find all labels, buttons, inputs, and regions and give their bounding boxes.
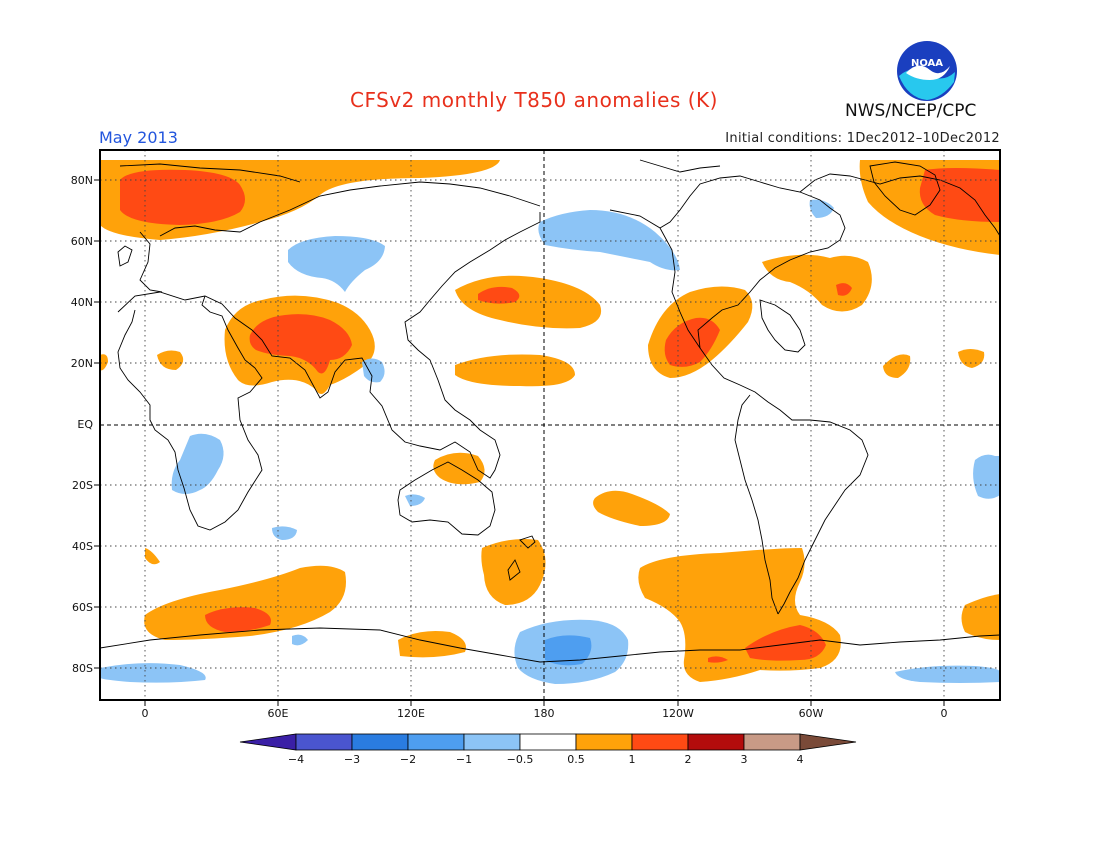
- lon-label: 60E: [267, 707, 289, 720]
- colorbar-segment: [407, 733, 465, 751]
- colorbar-label: 2: [684, 753, 692, 766]
- colorbar-arrow-low: [239, 733, 297, 751]
- colorbar-label: −0.5: [506, 753, 534, 766]
- valid-month-label: May 2013: [99, 128, 178, 147]
- colorbar-label: 4: [796, 753, 804, 766]
- lat-label: 40S: [72, 540, 93, 553]
- colorbar-segment: [351, 733, 409, 751]
- colorbar-segment: [463, 733, 521, 751]
- lon-label: 180: [533, 707, 555, 720]
- lat-label: 40N: [70, 296, 93, 309]
- colorbar-label: 0.5: [567, 753, 585, 766]
- noaa-logo: NOAA: [897, 41, 957, 101]
- agency-label: NWS/NCEP/CPC: [845, 101, 977, 121]
- colorbar: [239, 733, 857, 751]
- lon-label: 0: [940, 707, 948, 720]
- plot-frame: [99, 149, 1001, 701]
- lat-label: 80N: [70, 174, 93, 187]
- colorbar-segment: [743, 733, 801, 751]
- colorbar-label: −1: [455, 753, 473, 766]
- colorbar-segment: [519, 733, 577, 751]
- lat-label: EQ: [77, 418, 93, 431]
- colorbar-segment: [687, 733, 745, 751]
- svg-text:NOAA: NOAA: [911, 58, 943, 69]
- initial-conditions-label: Initial conditions: 1Dec2012–10Dec2012: [725, 131, 1000, 146]
- colorbar-segment: [295, 733, 353, 751]
- colorbar-label: −2: [399, 753, 417, 766]
- reference-lines: [100, 150, 1000, 700]
- lat-label: 60S: [72, 601, 93, 614]
- chart-title: CFSv2 monthly T850 anomalies (K): [350, 88, 718, 112]
- axis-ticks: [94, 179, 945, 706]
- colorbar-label: −4: [287, 753, 305, 766]
- lat-label: 20S: [72, 479, 93, 492]
- anomaly-shading: [100, 160, 1000, 684]
- lat-label: 80S: [72, 662, 93, 675]
- lat-label: 20N: [70, 357, 93, 370]
- lon-label: 0: [141, 707, 149, 720]
- colorbar-segment: [575, 733, 633, 751]
- colorbar-segment: [631, 733, 689, 751]
- lat-label: 60N: [70, 235, 93, 248]
- lon-label: 120W: [662, 707, 694, 720]
- coastlines: [100, 159, 1000, 663]
- colorbar-arrow-high: [799, 733, 857, 751]
- lon-label: 120E: [397, 707, 425, 720]
- lon-label: 60W: [798, 707, 824, 720]
- colorbar-label: −3: [343, 753, 361, 766]
- colorbar-label: 1: [628, 753, 636, 766]
- colorbar-label: 3: [740, 753, 748, 766]
